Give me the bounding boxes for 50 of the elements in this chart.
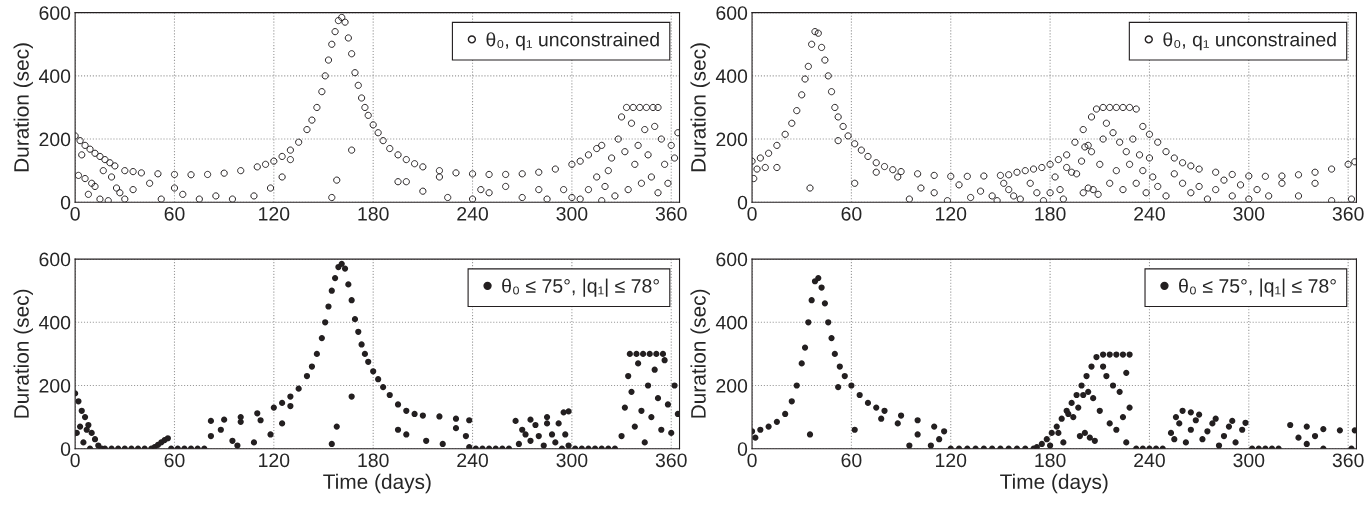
x-tick-label: 180	[1035, 453, 1066, 468]
x-tick-label: 360	[655, 453, 687, 468]
x-tick-label: 360	[655, 206, 687, 221]
x-tick-label: 360	[1332, 206, 1364, 221]
x-axis-title: Time (days)	[1000, 473, 1108, 494]
x-tick-label: 60	[841, 206, 862, 221]
x-tick-label: 120	[259, 206, 290, 221]
x-tick-label: 240	[1134, 453, 1165, 468]
legend-label: θ₀ ≤ 75°, |q₁| ≤ 78°	[502, 278, 659, 297]
y-axis-title: Duration (sec)	[690, 43, 710, 172]
y-tick-label: 0	[60, 442, 71, 456]
y-tick-label: 0	[737, 195, 748, 210]
y-tick-label: 600	[716, 6, 748, 20]
x-tick-label: 120	[936, 453, 967, 468]
x-tick-label: 180	[358, 453, 389, 468]
x-tick-label: 300	[1233, 453, 1265, 468]
y-tick-label: 600	[39, 252, 71, 267]
y-tick-label: 400	[38, 315, 71, 330]
y-tick-label: 200	[39, 132, 71, 147]
x-tick-label: 300	[556, 206, 588, 221]
y-axis-title: Duration (sec)	[690, 289, 710, 418]
x-tick-label: 180	[358, 206, 389, 221]
x-tick-label: 120	[936, 206, 967, 221]
y-tick-label: 600	[39, 6, 71, 20]
x-tick-label: 240	[1134, 206, 1165, 221]
x-tick-label: 60	[164, 206, 185, 221]
y-tick-label: 0	[737, 442, 748, 456]
x-tick-label: 120	[259, 453, 290, 468]
x-axis-title: Time (days)	[323, 473, 431, 494]
y-axis-title: Duration (sec)	[13, 289, 33, 418]
x-tick-label: 240	[457, 453, 488, 468]
x-tick-label: 360	[1332, 453, 1364, 468]
y-tick-label: 200	[716, 132, 748, 147]
y-tick-label: 600	[716, 252, 748, 267]
x-tick-label: 300	[556, 453, 588, 468]
y-tick-label: 200	[716, 378, 748, 393]
y-axis-title: Duration (sec)	[13, 43, 33, 172]
y-tick-label: 200	[39, 378, 71, 393]
x-tick-label: 180	[1035, 206, 1066, 221]
y-tick-label: 0	[60, 195, 71, 210]
x-tick-label: 300	[1233, 206, 1265, 221]
x-tick-label: 60	[841, 453, 862, 468]
legend-label: θ₀, q₁ unconstrained	[486, 32, 659, 51]
y-tick-label: 400	[715, 315, 748, 330]
x-tick-label: 240	[457, 206, 488, 221]
y-tick-label: 400	[38, 69, 71, 84]
legend-label: θ₀ ≤ 75°, |q₁| ≤ 78°	[1179, 278, 1336, 297]
x-tick-label: 60	[164, 453, 185, 468]
y-tick-label: 400	[715, 69, 748, 84]
legend-label: θ₀, q₁ unconstrained	[1163, 32, 1336, 51]
